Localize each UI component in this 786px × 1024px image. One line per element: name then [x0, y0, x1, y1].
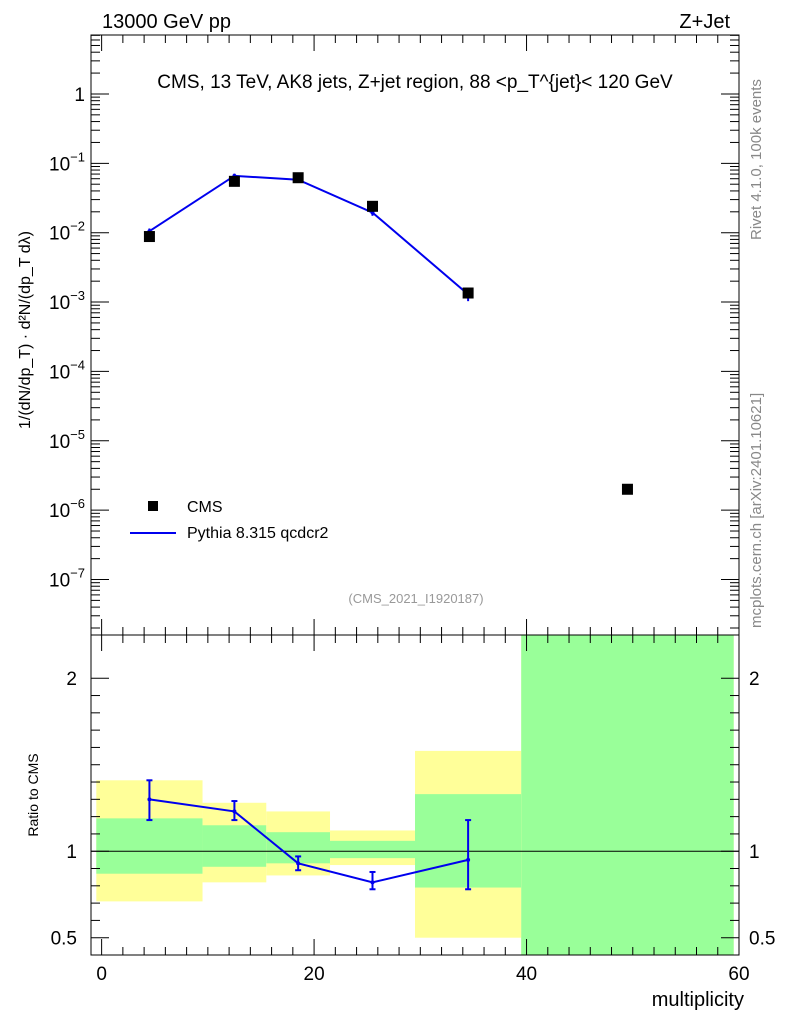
main-panel-frame: [90, 34, 740, 636]
main-axis-ticks: 10−7 10−6 10−5 10−4 10−3 10−2 10−1 1: [49, 34, 740, 635]
y-tick-label-main: 10−5: [49, 427, 85, 453]
ratio-pythia-point: [296, 861, 301, 866]
y-tick-label-main: 1: [74, 85, 85, 106]
cms-data-point: [367, 200, 379, 212]
y-tick-label-ratio-left: 2: [66, 669, 77, 690]
ratio-uncertainty-bands: [96, 635, 734, 955]
x-tick-label: 0: [96, 964, 107, 985]
legend-cms-label: CMS: [187, 499, 223, 516]
y-tick-label-ratio-right: 1: [749, 842, 760, 863]
ratio-band-green: [330, 840, 415, 859]
main-title: CMS, 13 TeV, AK8 jets, Z+jet region, 88 …: [157, 72, 673, 93]
y-axis-label-ratio: Ratio to CMS: [25, 753, 41, 836]
cms-data-point: [462, 287, 474, 299]
ratio-band-green: [521, 635, 734, 955]
y-tick-label-ratio-right: 2: [749, 669, 760, 690]
x-tick-label: 40: [516, 964, 537, 985]
ratio-panel-frame: [90, 634, 740, 956]
ratio-pythia-point: [147, 797, 152, 802]
ratio-data-layer: [91, 779, 739, 891]
y-axis-label-main: 1/(dN/dp_T) · d²N/(dp_T dλ): [17, 231, 34, 429]
x-tick-label: 60: [728, 964, 749, 985]
ratio-pythia-point: [466, 857, 471, 862]
cms-data-point: [228, 175, 240, 187]
y-tick-label-main: 10−3: [49, 288, 85, 314]
y-tick-label-ratio-left: 1: [66, 842, 77, 863]
pythia-series-line: [148, 174, 469, 296]
y-tick-label-main: 10−2: [49, 219, 85, 245]
ratio-band-green: [202, 825, 267, 867]
y-tick-label-main: 10−1: [49, 149, 85, 175]
y-tick-label-main: 10−7: [49, 566, 85, 592]
cms-data-point: [143, 231, 155, 243]
process-label: Z+Jet: [679, 11, 730, 33]
energy-label: 13000 GeV pp: [102, 11, 231, 33]
y-tick-label-ratio-right: 0.5: [749, 929, 775, 950]
ratio-axis-ticks: 0.5 0.51 12 20 20 40 60: [51, 635, 775, 985]
ratio-band-green: [96, 818, 203, 874]
legend-cms-marker: [148, 501, 158, 511]
y-tick-label-main: 10−6: [49, 496, 85, 522]
ratio-pythia-point: [232, 809, 237, 814]
cms-data-point: [621, 483, 633, 495]
main-data-layer: [143, 172, 633, 495]
legend: CMS Pythia 8.315 qcdcr2: [130, 499, 329, 542]
source-label: mcplots.cern.ch [arXiv:2401.10621]: [748, 393, 765, 628]
cms-data-point: [292, 172, 304, 184]
y-tick-label-ratio-left: 0.5: [51, 929, 77, 950]
x-tick-label: 20: [304, 964, 325, 985]
y-tick-label-main: 10−4: [49, 357, 85, 383]
rivet-version-label: Rivet 4.1.0, 100k events: [748, 79, 765, 240]
analysis-tag: (CMS_2021_I1920187): [348, 591, 483, 606]
x-axis-label: multiplicity: [652, 989, 744, 1011]
legend-pythia-label: Pythia 8.315 qcdcr2: [187, 525, 329, 542]
ratio-pythia-point: [370, 880, 375, 885]
